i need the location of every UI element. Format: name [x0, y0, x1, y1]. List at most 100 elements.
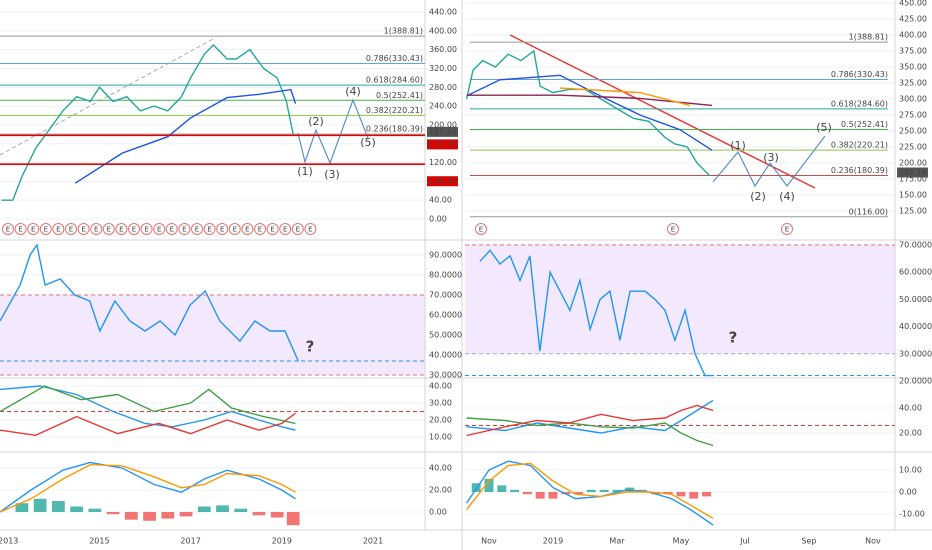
x-tick-label: Nov — [481, 537, 497, 546]
event-marker — [115, 223, 128, 235]
histogram-bar — [197, 506, 211, 512]
y-tick-label: 240.00 — [429, 102, 457, 111]
fib-label: 1(388.81) — [849, 33, 888, 42]
fib-label: 0.5(252.41) — [841, 120, 888, 129]
series-line — [0, 412, 296, 437]
event-label: E — [31, 226, 35, 234]
fib-label: 0.236(180.39) — [366, 125, 423, 134]
event-label: E — [6, 226, 10, 234]
y-tick-label: 10.00 — [429, 433, 452, 442]
histogram-bar — [88, 508, 102, 512]
series-line — [465, 49, 711, 177]
fib-label: 0.786(330.43) — [366, 54, 423, 63]
wave-label: (1) — [730, 139, 746, 152]
y-tick-label: 40.00 — [429, 382, 452, 391]
fib-label: 0.236(180.39) — [831, 166, 888, 175]
y-tick-label: 125.00 — [899, 207, 927, 216]
event-label: E — [270, 226, 274, 234]
y-tick-label: 440.00 — [429, 8, 457, 17]
histogram-bar — [689, 492, 699, 499]
event-marker — [191, 223, 203, 235]
series-line — [559, 87, 691, 107]
event-label: E — [671, 226, 675, 234]
event-marker — [140, 223, 153, 235]
y-tick-label: 325.00 — [899, 79, 927, 88]
event-marker — [14, 223, 27, 235]
histogram-bar — [586, 489, 596, 492]
histogram-bar — [15, 503, 29, 512]
histogram-bar — [70, 506, 83, 512]
y-tick-label: 200.00 — [429, 120, 457, 129]
y-tick-label: 250.00 — [899, 127, 927, 136]
event-label: E — [94, 226, 98, 234]
event-marker — [128, 223, 140, 235]
event-marker — [27, 223, 40, 235]
fib-label: 0.382(220.21) — [366, 106, 423, 115]
event-marker — [266, 223, 279, 235]
fib-label: 0.5(252.41) — [376, 91, 423, 100]
y-tick-label: 320.00 — [429, 64, 457, 73]
histogram-bar — [599, 489, 609, 492]
histogram-bar — [216, 505, 229, 512]
event-marker — [291, 223, 304, 235]
histogram-bar — [497, 485, 507, 492]
y-tick-label: 200.00 — [899, 159, 927, 168]
series-line — [466, 94, 713, 107]
x-tick-label: Mar — [609, 537, 625, 546]
fib-label: 0(116.00) — [849, 207, 888, 216]
y-tick-label: 0.00 — [429, 508, 447, 517]
series-line — [0, 463, 296, 513]
x-tick-label: May — [673, 537, 690, 546]
y-tick-label: 375.00 — [899, 47, 927, 56]
event-label: E — [220, 226, 224, 234]
x-tick-label: Jul — [739, 537, 750, 546]
y-tick-label: 400.00 — [899, 31, 927, 40]
event-label: E — [479, 226, 483, 234]
histogram-bar — [510, 489, 520, 492]
event-marker — [304, 223, 317, 235]
wave-label: (3) — [763, 151, 779, 164]
y-tick-label: 60.0000 — [429, 311, 462, 320]
event-marker — [781, 223, 793, 235]
histogram-bar — [522, 492, 532, 495]
y-tick-label: 150.00 — [899, 191, 927, 200]
x-tick-label: 2019 — [272, 537, 292, 546]
histogram-bar — [548, 492, 558, 499]
price-tag — [427, 126, 458, 137]
wave-label: (5) — [360, 136, 376, 149]
y-tick-label: 400.00 — [429, 26, 457, 35]
y-tick-label: 175.00 — [899, 175, 927, 184]
event-marker — [667, 223, 679, 235]
series-line — [479, 249, 713, 377]
y-tick-label: 30.0000 — [899, 349, 932, 358]
histogram-bar — [51, 501, 65, 512]
event-marker — [228, 223, 241, 235]
histogram-bar — [33, 498, 47, 512]
event-marker — [165, 223, 178, 235]
series-line — [74, 88, 297, 184]
histogram-bar — [663, 492, 673, 495]
y-tick-label: 10.00 — [899, 466, 922, 475]
histogram-bar — [270, 512, 284, 518]
y-tick-label: 60.0000 — [899, 268, 932, 277]
event-marker — [254, 223, 266, 235]
event-marker — [203, 223, 216, 235]
y-tick-label: 425.00 — [899, 15, 927, 24]
y-tick-label: 0.00 — [429, 215, 447, 224]
annotation: ? — [729, 329, 738, 347]
event-marker — [65, 223, 77, 235]
fib-label: 1(388.81) — [384, 27, 423, 36]
x-tick-label: Sep — [801, 537, 816, 546]
wave-projection — [297, 98, 369, 165]
x-tick-label: 2021 — [363, 537, 383, 546]
y-tick-label: 350.00 — [899, 63, 927, 72]
histogram-bar — [612, 489, 622, 492]
event-label: E — [195, 226, 199, 234]
histogram-bar — [702, 492, 712, 497]
x-tick-label: 2019 — [543, 537, 563, 546]
histogram-bar — [143, 512, 156, 521]
histogram-bar — [484, 478, 494, 492]
fib-label: 0.786(330.43) — [831, 70, 888, 79]
